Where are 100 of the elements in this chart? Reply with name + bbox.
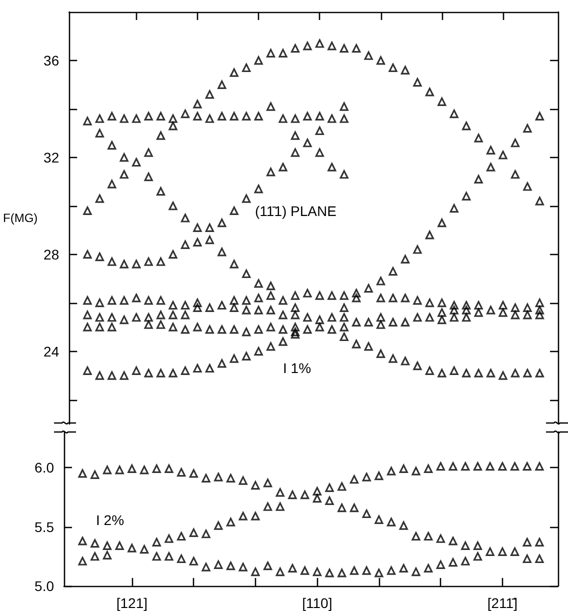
point: [95, 114, 104, 123]
point: [400, 66, 410, 74]
point: [374, 472, 384, 480]
point: [388, 354, 398, 363]
point: [328, 114, 336, 123]
point: [144, 172, 153, 182]
point: [115, 466, 124, 474]
point: [266, 282, 276, 290]
point: [352, 44, 361, 53]
point: [205, 236, 214, 244]
point: [193, 238, 202, 247]
point: [340, 313, 348, 322]
point: [108, 140, 116, 150]
point: [218, 325, 226, 334]
point: [522, 462, 532, 471]
point: [102, 550, 112, 560]
point: [535, 310, 544, 320]
point: [340, 44, 348, 53]
point: [263, 502, 272, 511]
point: [218, 112, 226, 121]
point: [238, 562, 248, 572]
point: [254, 294, 263, 302]
point: [168, 322, 178, 332]
point: [95, 298, 104, 308]
point: [168, 114, 178, 123]
point: [436, 560, 445, 569]
point: [254, 325, 263, 334]
point: [230, 206, 238, 216]
point: [108, 371, 116, 380]
point: [180, 240, 190, 249]
point: [315, 322, 324, 332]
point: [510, 138, 520, 148]
y-tick-label: 5.0: [34, 578, 54, 594]
point: [290, 303, 300, 312]
point: [498, 462, 507, 471]
point: [325, 496, 334, 506]
point: [399, 521, 408, 530]
point: [205, 364, 214, 373]
point: [242, 328, 251, 336]
point: [413, 78, 422, 87]
point: [226, 518, 236, 526]
point: [168, 250, 178, 259]
point: [156, 310, 166, 320]
point: [535, 462, 544, 471]
point: [90, 539, 100, 548]
point: [95, 194, 104, 203]
point: [364, 284, 373, 293]
point: [144, 148, 153, 157]
x-tick-label: [211̄]: [487, 595, 518, 611]
point: [328, 313, 336, 322]
point: [450, 300, 458, 310]
point: [132, 158, 141, 167]
point: [144, 257, 153, 266]
point: [303, 112, 312, 121]
point: [399, 564, 408, 573]
y-tick-label: 28: [44, 246, 60, 262]
point: [450, 313, 458, 322]
point: [340, 332, 348, 342]
point: [78, 556, 87, 566]
point: [152, 464, 161, 474]
point: [108, 322, 116, 332]
point: [376, 320, 386, 329]
point: [120, 315, 128, 324]
point: [535, 196, 544, 206]
point: [290, 328, 300, 336]
point: [278, 325, 288, 334]
point: [438, 308, 446, 317]
point: [400, 356, 410, 366]
point: [498, 371, 508, 380]
point: [242, 194, 251, 203]
point: [376, 313, 386, 322]
point: [448, 558, 458, 567]
point: [523, 124, 532, 133]
point: [438, 298, 446, 308]
point: [462, 300, 471, 310]
point: [251, 512, 260, 520]
point: [132, 313, 141, 322]
point: [193, 364, 202, 373]
point: [315, 315, 324, 324]
point: [128, 464, 136, 474]
point: [523, 310, 532, 320]
point: [462, 192, 471, 200]
point: [230, 325, 238, 334]
point: [205, 223, 214, 232]
point: [413, 296, 422, 305]
point: [312, 486, 322, 496]
point: [290, 330, 300, 339]
point: [230, 260, 238, 268]
point: [436, 534, 445, 543]
point: [156, 187, 166, 196]
point: [462, 368, 471, 378]
point: [177, 468, 186, 477]
point: [510, 170, 520, 179]
point: [510, 310, 520, 320]
point: [303, 138, 312, 148]
point: [120, 371, 128, 380]
point: [95, 313, 104, 322]
point: [290, 291, 300, 300]
point: [486, 162, 496, 172]
point: [288, 490, 297, 500]
